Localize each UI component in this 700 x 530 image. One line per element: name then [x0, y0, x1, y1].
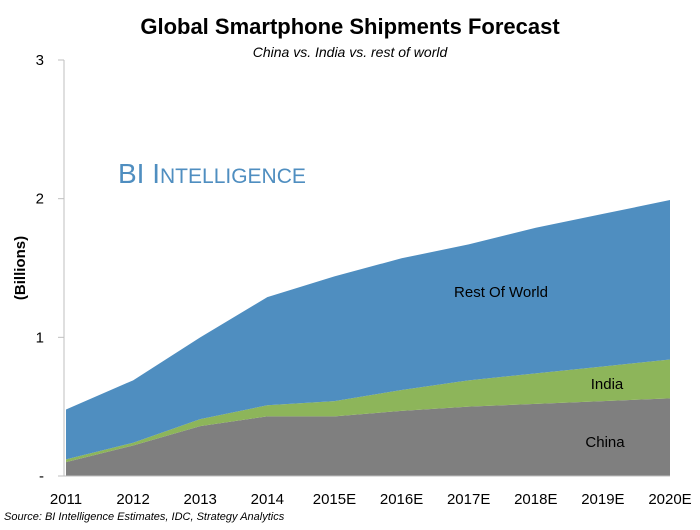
series-label-china: China [585, 434, 625, 451]
x-tick-label: 2014 [251, 491, 284, 508]
y-tick-label: - [39, 468, 44, 485]
chart-title: Global Smartphone Shipments Forecast [140, 14, 560, 39]
area-china [66, 398, 670, 476]
series-labels-layer: China India Rest Of World [454, 284, 625, 451]
y-ticks-layer: - 1 2 3 [36, 52, 64, 485]
svg-text:BI INTELLIGENCE: BI INTELLIGENCE [118, 158, 306, 189]
y-tick-label: 1 [36, 329, 44, 346]
chart-subtitle: China vs. India vs. rest of world [253, 44, 449, 60]
x-tick-label: 2016E [380, 491, 423, 508]
x-ticks-layer: 2011 2012 2013 2014 2015E 2016E 2017E 2018E 2019… [50, 491, 692, 508]
x-tick-label: 2020E [648, 491, 691, 508]
y-axis-label: (Billions) [12, 236, 29, 300]
series-label-india: India [591, 376, 624, 393]
areas-layer [66, 200, 670, 476]
source-note: Source: BI Intelligence Estimates, IDC, … [4, 511, 285, 523]
series-label-rest-of-world: Rest Of World [454, 284, 548, 301]
x-tick-label: 2018E [514, 491, 557, 508]
y-tick-label: 3 [36, 52, 44, 69]
x-tick-label: 2019E [581, 491, 624, 508]
area-rest-of-world [66, 200, 670, 460]
watermark-logo: BI INTELLIGENCE [118, 158, 306, 189]
x-tick-label: 2013 [184, 491, 217, 508]
x-tick-label: 2012 [116, 491, 149, 508]
x-tick-label: 2017E [447, 491, 490, 508]
y-tick-label: 2 [36, 191, 44, 208]
x-tick-label: 2011 [50, 491, 82, 508]
area-india [66, 359, 670, 463]
x-tick-label: 2015E [313, 491, 356, 508]
